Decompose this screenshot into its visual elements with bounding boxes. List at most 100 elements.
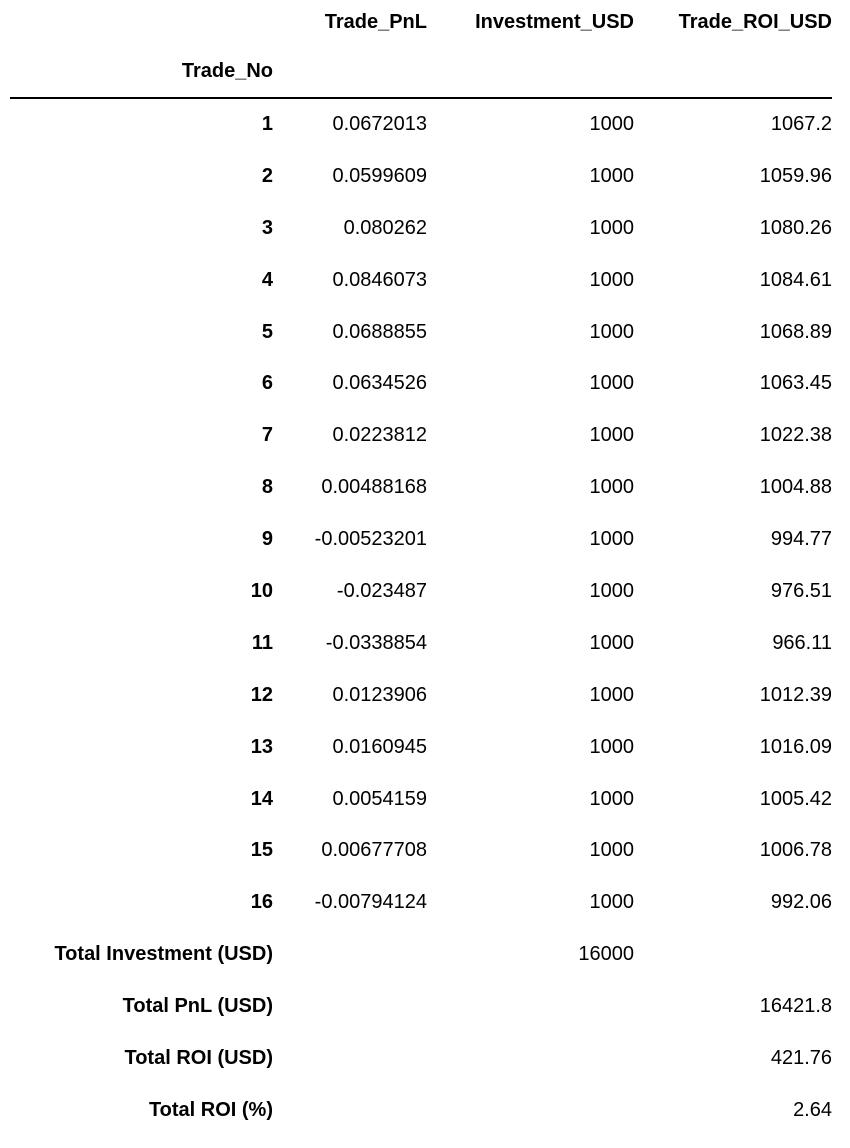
table-row: 8 0.00488168 1000 1004.88 [10, 461, 832, 513]
row-index-label: 10 [250, 579, 273, 602]
cell-trade-pnl [273, 1084, 427, 1136]
cell-investment-usd: 1000 [589, 839, 635, 862]
cell-investment-usd: 1000 [589, 320, 635, 343]
table-row: 12 0.0123906 1000 1012.39 [10, 669, 832, 721]
table-row: 6 0.0634526 1000 1063.45 [10, 357, 832, 409]
cell-trade-roi-usd: 1005.42 [759, 787, 832, 810]
table-row: Total Investment (USD) 16000 [10, 928, 832, 980]
cell-trade-pnl [273, 1032, 427, 1084]
cell-trade-roi-usd: 966.11 [772, 631, 832, 654]
cell-trade-pnl: -0.0338854 [325, 631, 427, 654]
cell-investment-usd: 1000 [589, 787, 635, 810]
cell-trade-pnl: 0.0688855 [332, 320, 427, 343]
table-row: 5 0.0688855 1000 1068.89 [10, 306, 832, 358]
cell-trade-pnl: 0.0123906 [332, 683, 427, 706]
table-row: 15 0.00677708 1000 1006.78 [10, 824, 832, 876]
cell-trade-pnl: -0.023487 [336, 579, 427, 602]
cell-investment-usd [427, 980, 634, 1032]
index-name-spacer [273, 44, 427, 99]
cell-trade-pnl: 0.00677708 [321, 839, 427, 862]
cell-investment-usd [427, 1084, 634, 1136]
cell-trade-pnl: 0.00488168 [321, 476, 427, 499]
cell-trade-roi-usd [634, 928, 832, 980]
cell-investment-usd: 1000 [589, 372, 635, 395]
cell-investment-usd: 1000 [589, 268, 635, 291]
cell-trade-roi-usd: 1004.88 [759, 476, 832, 499]
cell-trade-roi-usd: 992.06 [770, 891, 832, 914]
row-index-label: 11 [251, 631, 273, 654]
table-row: 9 -0.00523201 1000 994.77 [10, 513, 832, 565]
table-row: 4 0.0846073 1000 1084.61 [10, 254, 832, 306]
cell-trade-roi-usd: 421.76 [770, 1046, 832, 1069]
table-header: Trade_PnL Investment_USD Trade_ROI_USD T… [10, 0, 832, 99]
cell-trade-roi-usd: 1080.26 [759, 216, 832, 239]
index-name-row: Trade_No [10, 44, 832, 99]
row-index-label: 6 [261, 372, 273, 395]
cell-trade-roi-usd: 994.77 [770, 528, 832, 551]
cell-trade-roi-usd: 1006.78 [759, 839, 832, 862]
index-name-spacer [427, 44, 634, 99]
cell-trade-roi-usd: 1067.2 [770, 113, 832, 136]
cell-trade-pnl: 0.080262 [343, 216, 427, 239]
cell-trade-roi-usd: 1063.45 [759, 372, 832, 395]
cell-trade-roi-usd: 1084.61 [759, 268, 832, 291]
row-index-label: 3 [261, 216, 273, 239]
row-index-label: 7 [261, 424, 273, 447]
cell-trade-roi-usd: 1059.96 [759, 164, 832, 187]
cell-trade-pnl: 0.0223812 [332, 424, 427, 447]
cell-investment-usd: 1000 [589, 735, 635, 758]
cell-investment-usd: 16000 [578, 943, 634, 966]
row-index-label: Total Investment (USD) [54, 943, 273, 966]
row-index-label: Total ROI (%) [148, 1098, 273, 1121]
table-row: 2 0.0599609 1000 1059.96 [10, 150, 832, 202]
cell-trade-pnl: -0.00794124 [314, 891, 427, 914]
table-row: 14 0.0054159 1000 1005.42 [10, 773, 832, 825]
cell-investment-usd: 1000 [589, 476, 635, 499]
row-index-label: 2 [261, 164, 273, 187]
table-row: 11 -0.0338854 1000 966.11 [10, 617, 832, 669]
row-index-label: 8 [261, 476, 273, 499]
table-row: 13 0.0160945 1000 1016.09 [10, 721, 832, 773]
cell-trade-roi-usd: 2.64 [793, 1098, 832, 1121]
cell-investment-usd [427, 1032, 634, 1084]
row-index-label: Total PnL (USD) [122, 995, 273, 1018]
index-name-header: Trade_No [10, 44, 273, 99]
table-body: 1 0.0672013 1000 1067.2 2 0.0599609 1000 1059.9… [10, 98, 832, 1136]
table-row: 7 0.0223812 1000 1022.38 [10, 409, 832, 461]
cell-investment-usd: 1000 [589, 424, 635, 447]
cell-investment-usd: 1000 [589, 579, 635, 602]
cell-trade-roi-usd: 16421.8 [759, 995, 832, 1018]
cell-trade-pnl: 0.0672013 [332, 113, 427, 136]
cell-trade-roi-usd: 1012.39 [759, 683, 832, 706]
row-index-label: 4 [261, 268, 273, 291]
cell-trade-pnl: 0.0846073 [332, 268, 427, 291]
cell-trade-pnl: 0.0160945 [332, 735, 427, 758]
column-header-trade-roi-usd: Trade_ROI_USD [678, 11, 832, 33]
row-index-label: 12 [250, 683, 273, 706]
cell-trade-roi-usd: 1068.89 [759, 320, 832, 343]
cell-trade-roi-usd: 1016.09 [759, 735, 832, 758]
table-row: 1 0.0672013 1000 1067.2 [10, 98, 832, 150]
table-row: Total ROI (USD) 421.76 [10, 1032, 832, 1084]
table-row: Total ROI (%) 2.64 [10, 1084, 832, 1136]
column-header-row: Trade_PnL Investment_USD Trade_ROI_USD [10, 0, 832, 44]
cell-trade-pnl [273, 980, 427, 1032]
row-index-label: 13 [250, 735, 273, 758]
column-header-investment-usd: Investment_USD [475, 11, 634, 33]
row-index-label: 16 [250, 891, 273, 914]
row-index-label: 5 [261, 320, 273, 343]
cell-trade-roi-usd: 1022.38 [759, 424, 832, 447]
row-index-label: 14 [250, 787, 273, 810]
table-row: 16 -0.00794124 1000 992.06 [10, 876, 832, 928]
cell-investment-usd: 1000 [589, 631, 635, 654]
row-index-label: 9 [261, 528, 273, 551]
column-header-trade-pnl: Trade_PnL [324, 11, 427, 33]
cell-trade-pnl [273, 928, 427, 980]
row-index-label: 15 [250, 839, 273, 862]
trades-table: Trade_PnL Investment_USD Trade_ROI_USD T… [10, 0, 832, 1136]
cell-investment-usd: 1000 [589, 164, 635, 187]
cell-investment-usd: 1000 [589, 216, 635, 239]
header-corner [10, 0, 273, 44]
cell-investment-usd: 1000 [589, 891, 635, 914]
row-index-label: Total ROI (USD) [124, 1046, 273, 1069]
